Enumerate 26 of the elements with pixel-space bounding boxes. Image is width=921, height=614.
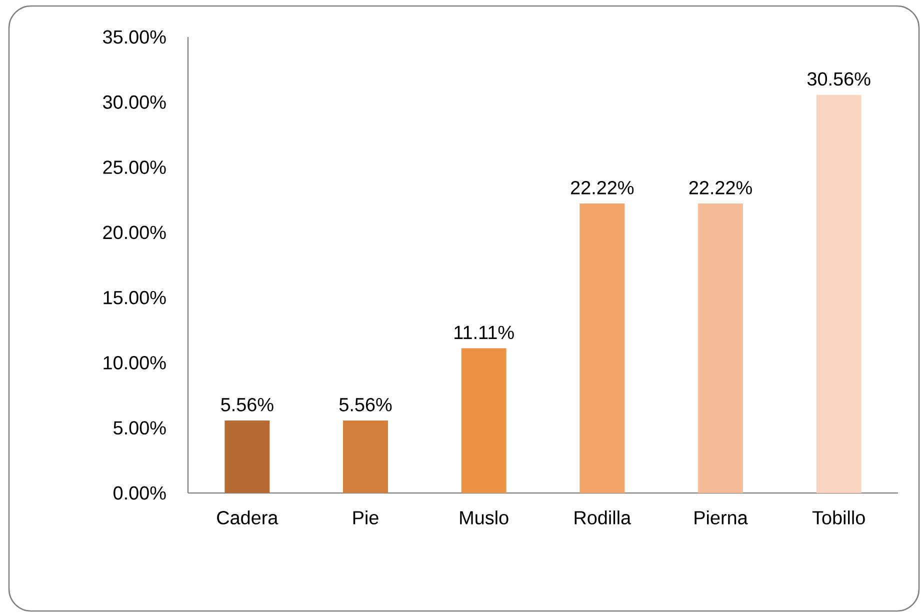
y-tick-label: 10.00% — [104, 356, 166, 370]
y-tick-label: 15.00% — [104, 290, 166, 304]
x-tick-label: Pie — [353, 510, 378, 524]
data-label: 5.56% — [339, 398, 392, 412]
bar — [461, 348, 506, 493]
data-label: 30.56% — [807, 72, 870, 86]
data-label: 5.56% — [221, 398, 274, 412]
y-tick-label: 35.00% — [103, 30, 166, 44]
y-tick-label: 0.00% — [114, 486, 166, 500]
bar — [698, 204, 743, 493]
bar — [816, 94, 862, 493]
bar — [580, 204, 625, 493]
bar — [343, 420, 388, 493]
y-tick-label: 20.00% — [103, 226, 166, 240]
data-label: 22.22% — [571, 180, 634, 194]
y-tick-label: 30.00% — [103, 95, 166, 109]
y-tick-label: 25.00% — [103, 160, 166, 174]
x-tick-label: Pierna — [694, 510, 748, 524]
data-label: 11.11% — [454, 326, 514, 340]
y-tick-label: 5.00% — [114, 421, 166, 435]
x-tick-label: Rodilla — [574, 510, 632, 524]
bar — [224, 420, 270, 493]
x-tick-label: Cadera — [217, 510, 278, 524]
x-tick-label: Tobillo — [812, 510, 865, 524]
data-label: 22.22% — [689, 180, 752, 194]
x-tick-label: Muslo — [460, 510, 508, 524]
